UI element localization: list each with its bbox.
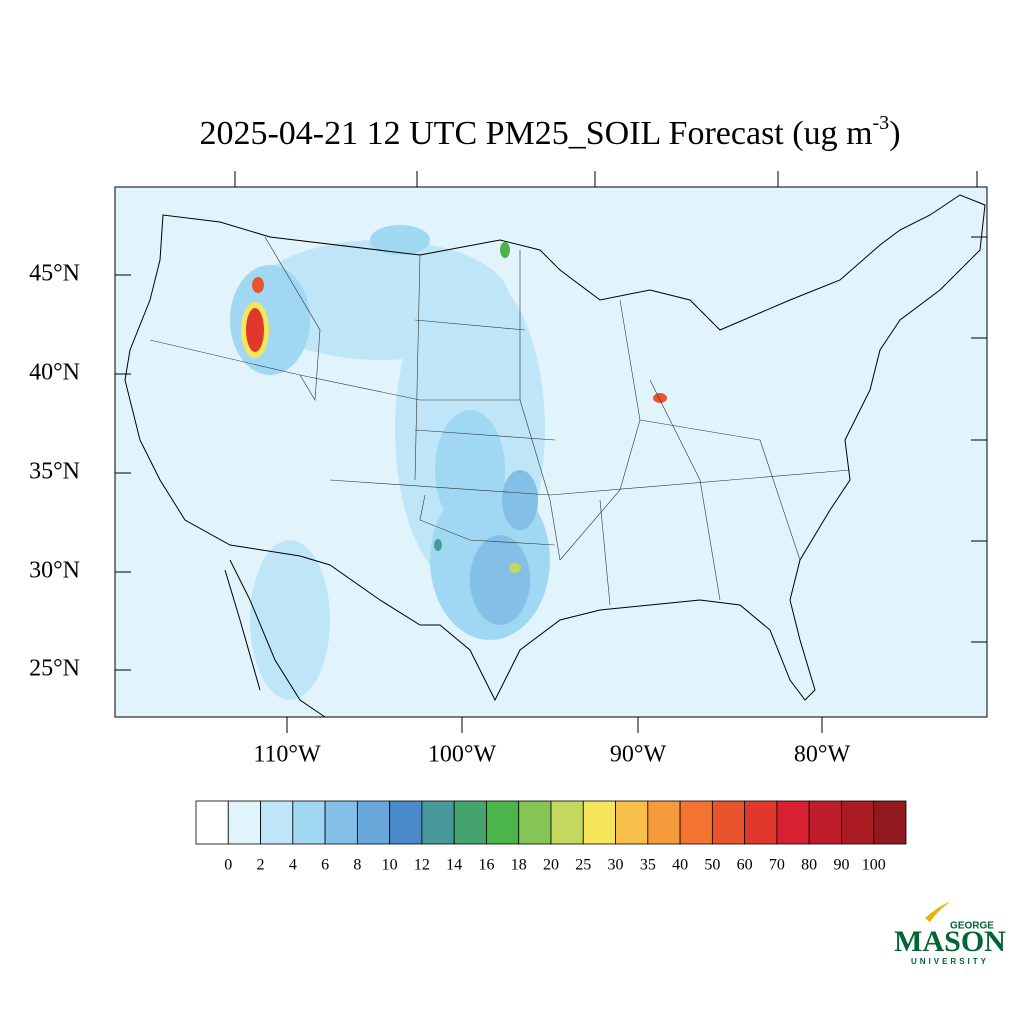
field-area — [250, 240, 510, 360]
field-area — [653, 393, 667, 403]
title-suffix: ) — [889, 115, 900, 152]
colorbar-box — [260, 800, 294, 845]
title-text: 2025-04-21 12 UTC PM25_SOIL Forecast (ug… — [199, 115, 872, 152]
lat-label: 25°N — [29, 656, 80, 682]
colorbar-box — [389, 800, 423, 845]
tick-marks — [115, 171, 987, 733]
colorbar-label: 30 — [608, 857, 624, 874]
colorbar-label: 80 — [801, 857, 817, 874]
title: 2025-04-21 12 UTC PM25_SOIL Forecast (ug… — [199, 112, 900, 152]
colorbar-box — [550, 800, 584, 845]
map-frame — [114, 186, 988, 718]
colorbar-box — [227, 800, 261, 845]
field-area — [435, 410, 505, 530]
colorbar-label: 8 — [353, 857, 361, 874]
field-area — [509, 563, 521, 573]
colorbar-box — [582, 800, 616, 845]
colorbar-box — [421, 800, 455, 845]
colorbar-label: 25 — [575, 857, 591, 874]
lon-label: 80°W — [794, 742, 851, 768]
colorbar-label: 70 — [769, 857, 785, 874]
colorbar-label: 60 — [737, 857, 753, 874]
field-area — [252, 277, 264, 293]
coastline — [224, 559, 326, 718]
colorbar-label: 40 — [672, 857, 688, 874]
logo: GEORGE MASON UNIVERSITY — [894, 902, 1006, 966]
colorbar-label: 14 — [446, 857, 462, 874]
colorbar-box — [647, 800, 681, 845]
colorbar-label: 50 — [704, 857, 720, 874]
colorbar-box — [195, 800, 229, 845]
colorbar: 0 2 4 6 8 10 12 14 16 18 20 25 30 35 40 50 60 70 80 90 100 — [195, 800, 907, 874]
map-background — [115, 187, 987, 717]
colorbar-box — [518, 800, 552, 845]
colorbar-label: 6 — [321, 857, 329, 874]
colorbar-box — [324, 800, 358, 845]
state-border — [149, 236, 851, 606]
field-area — [500, 242, 510, 258]
colorbar-label: 4 — [289, 857, 297, 874]
colorbar-box — [356, 800, 391, 845]
logo-main: MASON — [894, 925, 1006, 958]
lon-label: 90°W — [610, 742, 667, 768]
field-area — [246, 308, 264, 352]
colorbar-label: 20 — [543, 857, 559, 874]
lat-label: 45°N — [29, 261, 80, 287]
lon-label: 110°W — [253, 742, 321, 768]
title-superscript: -3 — [873, 112, 890, 134]
colorbar-label: 100 — [862, 857, 886, 874]
coastline — [124, 194, 986, 702]
colorbar-label: 90 — [833, 857, 849, 874]
lat-label: 40°N — [29, 360, 80, 386]
colorbar-label: 35 — [640, 857, 656, 874]
colorbar-box — [808, 800, 842, 845]
logo-top: GEORGE — [950, 921, 994, 932]
colorbar-box — [679, 800, 713, 845]
colorbar-box — [873, 800, 907, 845]
colorbar-box — [841, 800, 875, 845]
logo-flame — [925, 902, 950, 922]
colorbar-label: 10 — [382, 857, 398, 874]
colorbar-label: 18 — [511, 857, 527, 874]
colorbar-label: 0 — [224, 857, 232, 874]
colorbar-box — [776, 800, 810, 845]
field-area — [370, 225, 430, 255]
field-area — [434, 539, 442, 551]
colorbar-label: 2 — [257, 857, 265, 874]
colorbar-box — [744, 800, 778, 845]
colorbar-box — [292, 800, 326, 845]
lat-label: 35°N — [29, 459, 80, 485]
colorbar-box — [486, 800, 520, 845]
field-area — [470, 535, 530, 625]
colorbar-label: 12 — [414, 857, 430, 874]
colorbar-box — [711, 800, 746, 845]
field-area — [250, 540, 330, 700]
map: 45°N 40°N 35°N 30°N 25°N 110°W 100°W 90°W 80°W — [29, 171, 988, 768]
field-area — [502, 470, 538, 530]
colorbar-box — [453, 800, 487, 845]
concentration-field — [230, 225, 667, 700]
logo-bottom: UNIVERSITY — [911, 957, 989, 966]
frame — [114, 171, 988, 733]
colorbar-label: 16 — [478, 857, 494, 874]
colorbar-box — [615, 800, 649, 845]
lon-label: 100°W — [428, 742, 497, 768]
lat-label: 30°N — [29, 558, 80, 584]
